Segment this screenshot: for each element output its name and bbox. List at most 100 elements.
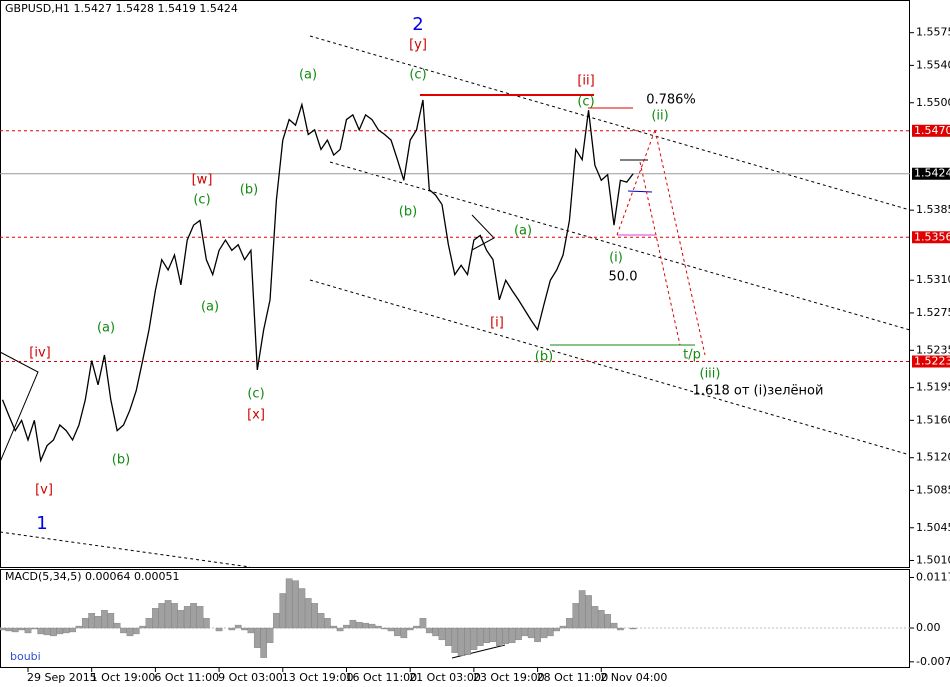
channel-line bbox=[309, 279, 911, 456]
macd-bar bbox=[285, 578, 293, 629]
wave-label: [ii] bbox=[577, 74, 594, 89]
macd-bar bbox=[126, 627, 134, 637]
macd-bar bbox=[253, 627, 261, 648]
macd-bar bbox=[445, 627, 452, 646]
wave-label: (c) bbox=[247, 387, 264, 402]
macd-bar bbox=[145, 617, 153, 629]
macd-bar bbox=[0, 627, 6, 631]
macd-bar bbox=[317, 613, 325, 629]
channel-lines bbox=[0, 35, 911, 568]
wave-label: 0.786% bbox=[646, 93, 696, 108]
marker-line bbox=[627, 190, 653, 193]
macd-bar bbox=[18, 627, 25, 631]
wave-label: 1.618 от (i)зелёной bbox=[693, 384, 824, 399]
y-tick-label: -0.00786 bbox=[916, 655, 950, 668]
wave-label: (a) bbox=[97, 321, 115, 336]
macd-bar bbox=[578, 590, 586, 629]
macd-bar bbox=[132, 627, 140, 635]
y-tick-label: 1.5275 bbox=[916, 306, 950, 319]
macd-bar bbox=[5, 627, 13, 632]
macd-bar bbox=[559, 625, 567, 629]
channel-line bbox=[0, 531, 251, 568]
x-tick-label: 28 Oct 11:00 bbox=[537, 671, 609, 684]
channel-line bbox=[329, 161, 911, 331]
macd-bar bbox=[113, 622, 121, 629]
x-tick-label: 21 Oct 03:00 bbox=[409, 671, 481, 684]
wave-label: [w] bbox=[192, 173, 213, 188]
macd-bar bbox=[94, 616, 102, 629]
macd-bar bbox=[566, 617, 573, 629]
macd-bar bbox=[311, 603, 318, 629]
wave-label: (b) bbox=[240, 183, 258, 198]
macd-bar bbox=[56, 627, 64, 635]
macd-bar bbox=[629, 627, 637, 630]
macd-bar bbox=[400, 627, 408, 639]
macd-bar bbox=[279, 593, 287, 629]
macd-bar bbox=[451, 627, 459, 653]
macd-bar bbox=[597, 610, 605, 629]
level-label: 1.5470 bbox=[914, 124, 950, 137]
macd-title: MACD(5,34,5) 0.00064 0.00051 bbox=[5, 570, 180, 583]
y-tick-label: 1.5160 bbox=[916, 413, 950, 426]
y-tick-label: 1.5500 bbox=[916, 96, 950, 109]
wave-label: 50.0 bbox=[609, 270, 638, 285]
macd-bar bbox=[304, 598, 312, 629]
macd-bar bbox=[432, 627, 439, 637]
x-tick-label: 23 Oct 19:00 bbox=[473, 671, 545, 684]
macd-bar bbox=[336, 627, 344, 632]
wave-label: (a) bbox=[201, 300, 219, 315]
macd-bar bbox=[368, 623, 376, 629]
macd-bar bbox=[120, 627, 127, 634]
macd-bar bbox=[43, 627, 51, 636]
macd-bar bbox=[101, 610, 108, 629]
macd-bar bbox=[266, 627, 274, 644]
macd-bar bbox=[292, 580, 299, 629]
macd-bar bbox=[324, 617, 331, 629]
macd-bar bbox=[604, 614, 611, 629]
x-tick-label: 1 Oct 19:00 bbox=[91, 671, 156, 684]
macd-bar bbox=[387, 627, 395, 632]
level-label-box bbox=[912, 355, 950, 368]
macd-bar bbox=[31, 627, 38, 630]
macd-bar bbox=[610, 622, 618, 629]
y-tick-label: 1.5195 bbox=[916, 381, 950, 394]
x-tick-label: 2 Nov 04:00 bbox=[600, 671, 667, 684]
y-tick-label: 1.5045 bbox=[916, 521, 950, 534]
y-tick-label: 1.5575 bbox=[916, 26, 950, 39]
macd-bar bbox=[515, 627, 522, 641]
wave-label: [iv] bbox=[29, 346, 50, 361]
macd-bar bbox=[171, 603, 178, 629]
macd-bar bbox=[139, 625, 146, 629]
wave-label: t/p bbox=[683, 348, 701, 363]
macd-bar bbox=[585, 595, 592, 629]
wave-label: [y] bbox=[409, 38, 427, 53]
wave-label: (a) bbox=[299, 68, 317, 83]
macd-bar bbox=[438, 627, 446, 641]
macd-bar bbox=[228, 627, 236, 631]
macd-bar bbox=[502, 627, 510, 644]
macd-bar bbox=[203, 617, 210, 629]
level-label-box bbox=[912, 124, 950, 137]
macd-bar bbox=[349, 619, 357, 629]
wave-label: [x] bbox=[247, 408, 265, 423]
x-tick-label: 9 Oct 03:00 bbox=[218, 671, 283, 684]
macd-bar bbox=[75, 625, 83, 629]
macd-bar bbox=[489, 627, 497, 643]
macd-bar bbox=[425, 627, 433, 634]
macd-bar bbox=[50, 627, 57, 637]
macd-panel bbox=[0, 569, 910, 668]
macd-bar bbox=[553, 627, 561, 632]
y-tick-label: 0.00 bbox=[916, 621, 941, 634]
macd-bar bbox=[215, 627, 223, 632]
macd-bar bbox=[521, 627, 529, 637]
macd-bar bbox=[496, 627, 503, 646]
wave-label: (b) bbox=[112, 453, 130, 468]
y-tick-label: 0.01176 bbox=[916, 570, 950, 583]
macd-bar bbox=[572, 603, 580, 629]
wave-label: (c) bbox=[409, 68, 426, 83]
level-label: 1.5223 bbox=[914, 354, 950, 367]
level-label-box bbox=[912, 231, 950, 244]
macd-bar bbox=[419, 617, 427, 629]
wave-label: (c) bbox=[577, 95, 594, 110]
